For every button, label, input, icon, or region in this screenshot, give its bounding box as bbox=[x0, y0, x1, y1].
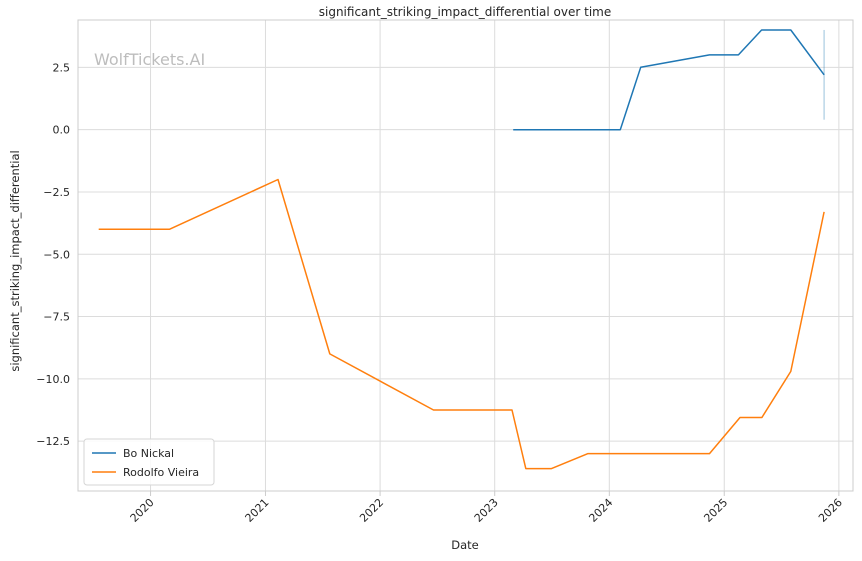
chart-title: significant_striking_impact_differential… bbox=[319, 5, 611, 19]
series-layer bbox=[98, 29, 825, 470]
y-tick-label: −2.5 bbox=[43, 186, 70, 199]
x-axis-label: Date bbox=[451, 538, 479, 552]
y-tick-label: −7.5 bbox=[43, 311, 70, 324]
series-line-rodolfo-vieira bbox=[98, 178, 825, 470]
series-line-bo-nickal bbox=[513, 29, 825, 131]
x-gridlines bbox=[150, 20, 840, 496]
y-tick-label: −5.0 bbox=[43, 248, 70, 261]
legend: Bo Nickal Rodolfo Vieira bbox=[83, 438, 215, 486]
plot-frame bbox=[77, 19, 854, 492]
y-tick-label: −10.0 bbox=[36, 373, 70, 386]
y-axis-label: significant_striking_impact_differential bbox=[8, 150, 22, 371]
y-tick-labels: −12.5 −10.0 −7.5 −5.0 −2.5 0.0 2.5 bbox=[36, 61, 70, 448]
y-tick-label: −12.5 bbox=[36, 435, 70, 448]
y-tick-label: 2.5 bbox=[53, 61, 71, 74]
legend-label-rodolfo-vieira: Rodolfo Vieira bbox=[123, 466, 199, 479]
watermark-text: WolfTickets.AI bbox=[94, 50, 205, 69]
legend-frame bbox=[83, 438, 215, 486]
y-tick-label: 0.0 bbox=[53, 124, 71, 137]
legend-label-bo-nickal: Bo Nickal bbox=[123, 447, 174, 460]
